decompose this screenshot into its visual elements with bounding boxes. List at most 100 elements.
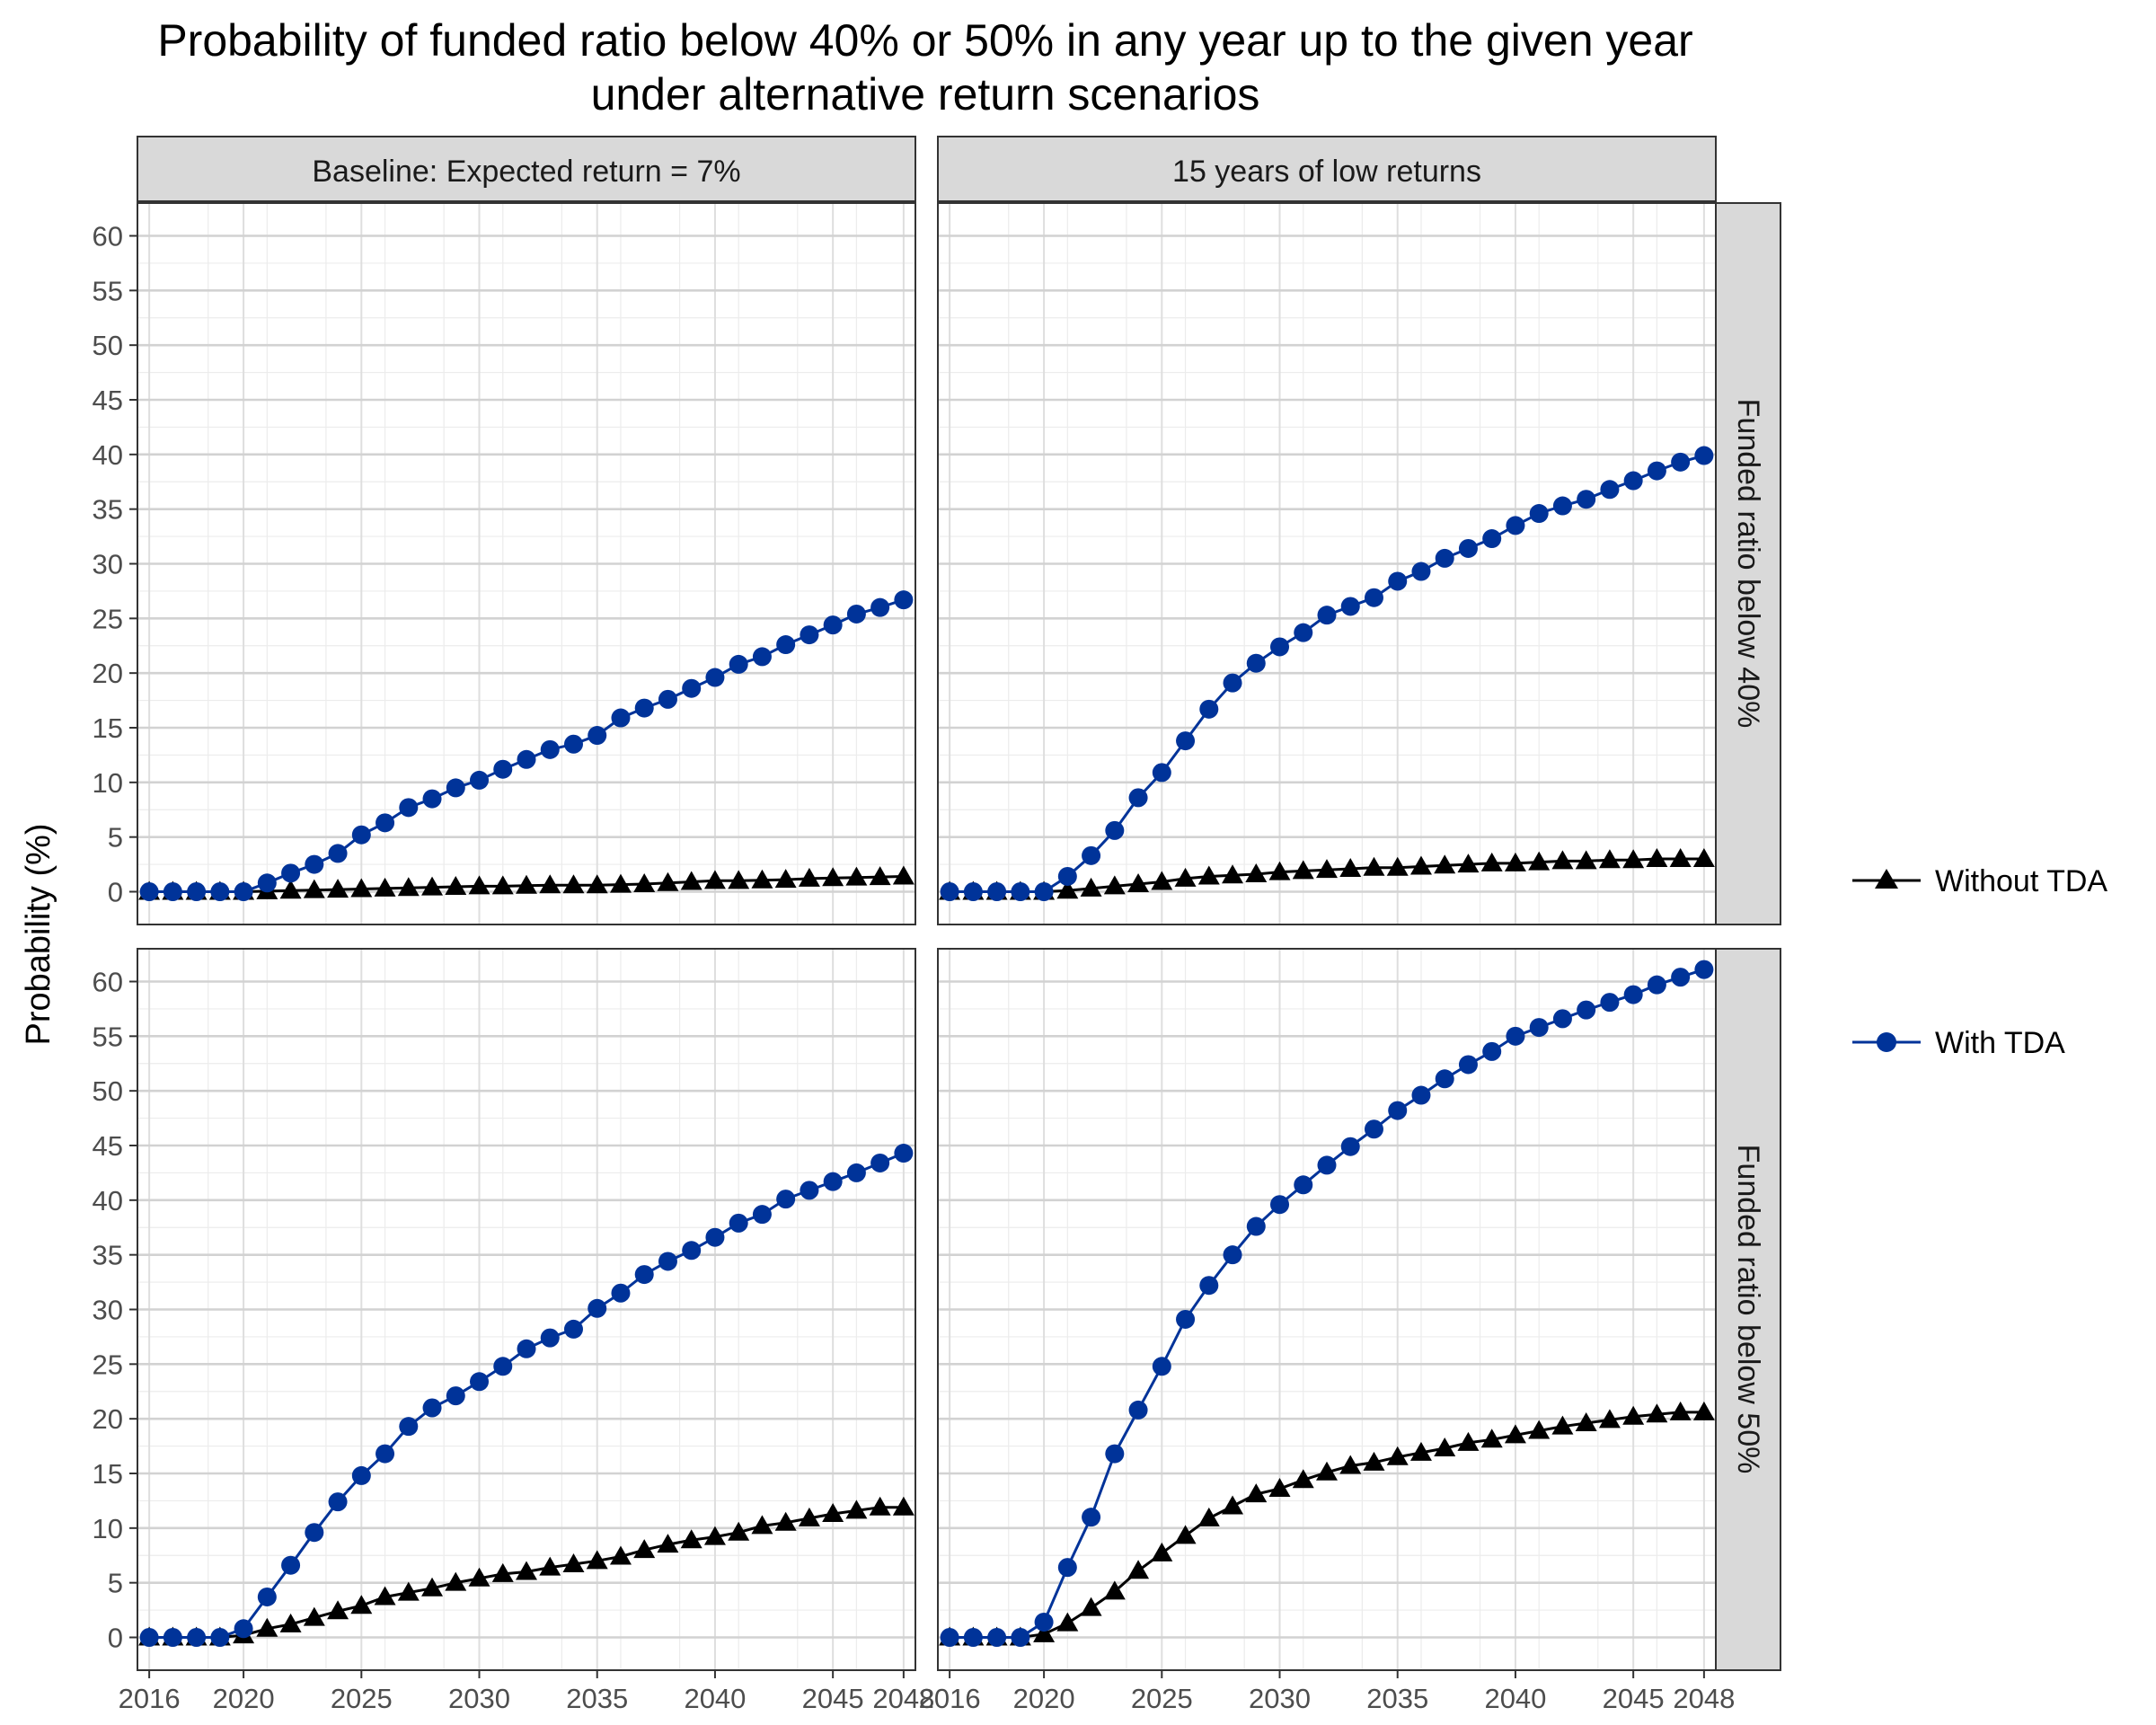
series-with-tda [940, 960, 1714, 1647]
x-tick-label: 2040 [684, 1683, 746, 1714]
data-point [658, 1252, 677, 1271]
data-point [279, 1613, 302, 1632]
data-point [846, 1163, 866, 1182]
data-point [869, 866, 891, 886]
data-point [658, 689, 677, 709]
data-point [822, 1503, 844, 1523]
data-point [611, 1283, 631, 1303]
data-point [1080, 877, 1102, 897]
series-with-tda [139, 1144, 914, 1647]
data-point [1646, 848, 1668, 867]
data-point [1480, 1429, 1503, 1448]
data-point [1551, 850, 1574, 870]
data-point [279, 880, 302, 899]
data-point [776, 1190, 796, 1209]
data-point [1199, 1276, 1219, 1296]
data-point [1577, 1000, 1596, 1020]
x-tick-label: 2048 [1673, 1683, 1735, 1714]
data-point [1435, 1069, 1454, 1089]
data-point [445, 1571, 467, 1591]
x-tick-label: 2035 [1366, 1683, 1428, 1714]
y-tick-label: 50 [93, 330, 123, 361]
data-point [1671, 452, 1691, 472]
data-point [1152, 763, 1171, 783]
data-point [563, 734, 583, 754]
data-point [963, 1628, 983, 1647]
data-point [234, 882, 253, 901]
data-point [399, 1417, 419, 1437]
data-point [1268, 861, 1291, 880]
data-point [1623, 471, 1643, 491]
y-tick-label: 30 [93, 1295, 123, 1326]
data-point [869, 1496, 891, 1516]
y-tick-label: 0 [108, 877, 123, 908]
data-point [517, 749, 536, 769]
y-tick-label: 55 [93, 1021, 123, 1052]
data-point [1575, 1412, 1597, 1432]
data-point [421, 1577, 444, 1597]
data-point [1575, 850, 1597, 870]
data-point [1294, 623, 1313, 642]
data-point [1339, 857, 1362, 877]
data-point [1033, 1623, 1056, 1642]
data-point [798, 867, 820, 887]
data-point [1103, 875, 1126, 895]
data-point [422, 1398, 442, 1418]
y-tick-label: 0 [108, 1623, 123, 1654]
data-point [611, 708, 631, 728]
data-point [1199, 699, 1219, 719]
data-point [493, 759, 513, 779]
chart-subtitle: under alternative return scenarios [591, 69, 1260, 119]
y-tick-label: 60 [93, 967, 123, 998]
data-point [376, 1444, 395, 1464]
series-without-tda [939, 1401, 1715, 1646]
data-point [634, 698, 654, 718]
data-point [823, 615, 843, 635]
y-tick-label: 40 [93, 439, 123, 471]
legend-item-without-tda: Without TDA [1852, 864, 2107, 898]
x-tick-label: 2030 [1249, 1683, 1311, 1714]
y-tick-label: 35 [93, 494, 123, 526]
data-point [1482, 529, 1502, 549]
series-with-tda [139, 590, 914, 901]
data-point [562, 1552, 585, 1572]
data-point [633, 872, 656, 892]
data-point [563, 1319, 583, 1339]
data-point [468, 875, 490, 895]
data-point [1482, 1041, 1502, 1061]
data-point [1197, 1507, 1220, 1526]
y-tick-label: 60 [93, 221, 123, 252]
data-point [1552, 496, 1572, 516]
strip-label: 15 years of low returns [1172, 155, 1481, 189]
data-point [445, 876, 467, 896]
y-tick-label: 40 [93, 1185, 123, 1216]
x-tick-label: 2020 [213, 1683, 275, 1714]
data-point [163, 882, 182, 901]
data-point [516, 874, 537, 894]
data-point [1386, 1446, 1409, 1465]
data-point [1388, 571, 1408, 591]
data-point [1151, 1542, 1173, 1561]
x-tick-label: 2016 [119, 1683, 181, 1714]
data-point [1152, 1357, 1171, 1376]
data-point [1103, 1580, 1126, 1600]
data-point [940, 1628, 959, 1647]
data-point [1174, 867, 1197, 887]
data-point [350, 1595, 373, 1614]
data-point [1128, 1400, 1148, 1420]
data-point [376, 813, 395, 833]
data-point [328, 1492, 348, 1512]
data-point [609, 1545, 632, 1565]
data-point [1197, 865, 1220, 885]
data-point [517, 1339, 536, 1358]
data-point [798, 1507, 820, 1526]
data-point [468, 1567, 490, 1587]
data-point [1034, 882, 1054, 901]
x-tick-label: 2045 [802, 1683, 864, 1714]
data-point [1671, 968, 1691, 987]
legend-label: With TDA [1935, 1026, 2065, 1060]
data-point [680, 1529, 702, 1549]
data-point [305, 1523, 324, 1543]
data-point [1364, 1119, 1383, 1139]
data-point [1622, 1405, 1645, 1425]
